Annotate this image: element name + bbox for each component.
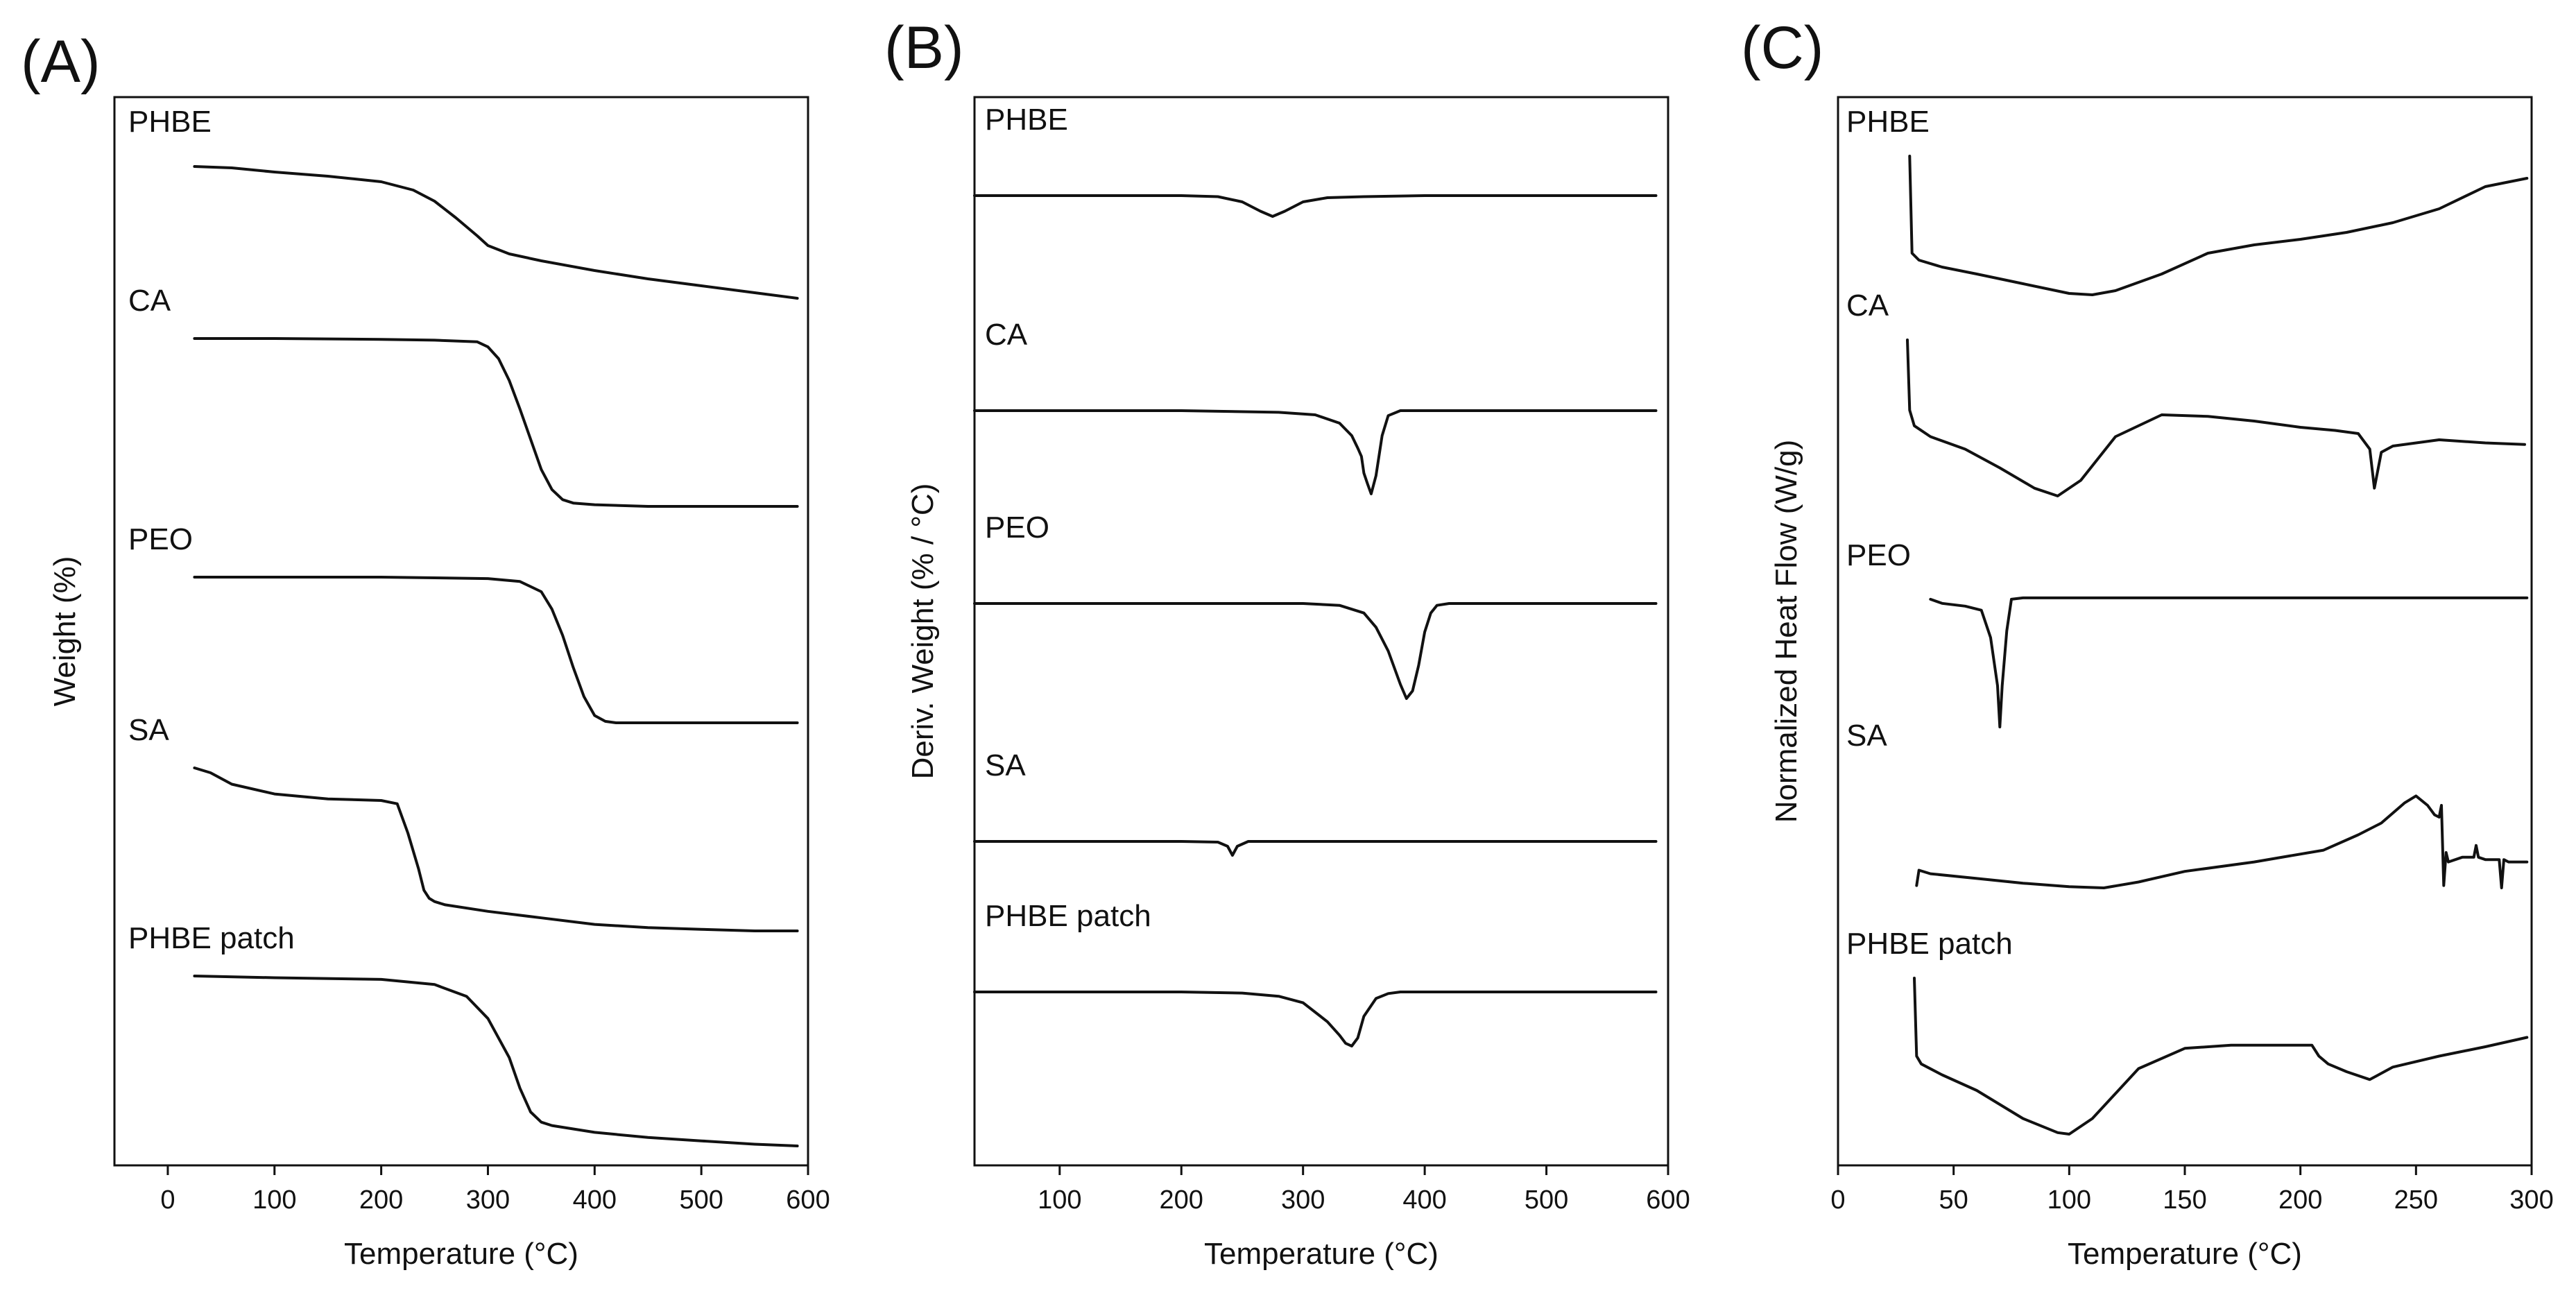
series-label-b-ca: CA <box>985 318 1028 352</box>
series-line-c-phbe-patch <box>1913 977 2529 1136</box>
panel-label-c: (C) <box>1741 15 1823 81</box>
y-axis-title-c: Normalized Heat Flow (W/g) <box>1769 440 1803 823</box>
series-label-b-sa: SA <box>985 748 1026 782</box>
series-line-c-ca <box>1906 339 2526 497</box>
x-axis-c: 0 50 100 150 200 250 300 <box>1830 1165 2554 1215</box>
y-axis-title-b: Deriv. Weight (% / °C) <box>906 483 940 780</box>
x-tick-label-a-400: 400 <box>573 1185 617 1215</box>
x-tick-label-b-600: 600 <box>1646 1185 1690 1215</box>
plot-frame-c <box>1837 96 2533 1167</box>
x-tick-label-c-300: 300 <box>2509 1185 2553 1215</box>
x-tick-label-a-100: 100 <box>252 1185 296 1215</box>
series-label-c-peo: PEO <box>1846 538 1911 572</box>
series-label-a-sa: SA <box>128 713 169 747</box>
x-axis-a: 0 100 200 300 400 500 600 <box>160 1165 830 1215</box>
series-labels-c: PHBE CA PEO SA PHBE patch <box>1846 105 2013 961</box>
x-axis-title-c: Temperature (°C) <box>2068 1237 2302 1271</box>
x-tick-label-c-200: 200 <box>2278 1185 2322 1215</box>
series-line-a-phbe-patch <box>193 975 799 1147</box>
x-tick-label-a-600: 600 <box>786 1185 830 1215</box>
series-line-a-phbe <box>193 165 799 300</box>
x-tick-label-b-300: 300 <box>1281 1185 1325 1215</box>
x-axis-b: 100 200 300 400 500 600 <box>1038 1165 1690 1215</box>
panel-b: (B) 100 200 300 400 500 600 PHBE CA PEO SA PHBE p… <box>884 15 1690 1271</box>
series-label-a-peo: PEO <box>128 522 193 556</box>
series-line-a-peo <box>193 576 799 724</box>
curves-b <box>973 194 1658 1047</box>
x-tick-label-b-400: 400 <box>1402 1185 1446 1215</box>
plot-frame-b <box>973 96 1669 1167</box>
series-line-b-peo <box>973 602 1658 700</box>
curves-c <box>1906 155 2529 1136</box>
series-line-c-phbe <box>1908 155 2529 296</box>
series-line-b-phbe-patch <box>973 991 1658 1047</box>
x-tick-label-a-200: 200 <box>359 1185 403 1215</box>
x-tick-label-a-0: 0 <box>160 1185 175 1215</box>
series-labels-b: PHBE CA PEO SA PHBE patch <box>985 103 1151 933</box>
series-line-a-ca <box>193 337 799 508</box>
x-tick-label-b-200: 200 <box>1160 1185 1203 1215</box>
x-tick-label-a-500: 500 <box>679 1185 723 1215</box>
series-line-c-sa <box>1915 794 2529 889</box>
series-line-b-ca <box>973 409 1658 495</box>
x-axis-title-b: Temperature (°C) <box>1204 1237 1439 1271</box>
panel-label-b: (B) <box>884 15 964 81</box>
x-tick-label-c-250: 250 <box>2394 1185 2438 1215</box>
x-tick-label-c-100: 100 <box>2047 1185 2091 1215</box>
series-line-b-phbe <box>973 194 1658 218</box>
panel-label-a: (A) <box>21 28 101 95</box>
series-label-a-ca: CA <box>128 284 171 318</box>
y-axis-title-a: Weight (%) <box>48 556 82 707</box>
series-line-a-sa <box>193 767 799 932</box>
plot-frame-a <box>113 96 809 1167</box>
x-tick-label-c-50: 50 <box>1939 1185 1968 1215</box>
series-label-a-phbe-patch: PHBE patch <box>128 921 295 955</box>
x-tick-label-b-500: 500 <box>1525 1185 1568 1215</box>
series-line-c-peo <box>1929 596 2529 728</box>
series-line-b-sa <box>973 840 1658 857</box>
series-label-b-peo: PEO <box>985 511 1049 545</box>
series-label-b-phbe: PHBE <box>985 103 1068 137</box>
series-label-c-ca: CA <box>1846 289 1889 323</box>
series-labels-a: PHBE CA PEO SA PHBE patch <box>128 105 295 955</box>
series-label-c-phbe: PHBE <box>1846 105 1930 139</box>
x-tick-label-c-0: 0 <box>1830 1185 1845 1215</box>
x-axis-title-a: Temperature (°C) <box>344 1237 578 1271</box>
x-tick-label-a-300: 300 <box>466 1185 510 1215</box>
series-label-b-phbe-patch: PHBE patch <box>985 899 1151 933</box>
series-label-c-sa: SA <box>1846 719 1887 753</box>
panel-a: (A) 0 100 200 300 400 500 600 PHBE CA PEO SA PHBE … <box>21 28 830 1271</box>
curves-a <box>193 165 799 1147</box>
panel-c: (C) 0 50 100 150 200 250 300 PHBE CA PEO SA PHBE p… <box>1741 15 2554 1271</box>
series-label-a-phbe: PHBE <box>128 105 212 139</box>
series-label-c-phbe-patch: PHBE patch <box>1846 927 2013 961</box>
x-tick-label-b-100: 100 <box>1038 1185 1081 1215</box>
x-tick-label-c-150: 150 <box>2163 1185 2206 1215</box>
